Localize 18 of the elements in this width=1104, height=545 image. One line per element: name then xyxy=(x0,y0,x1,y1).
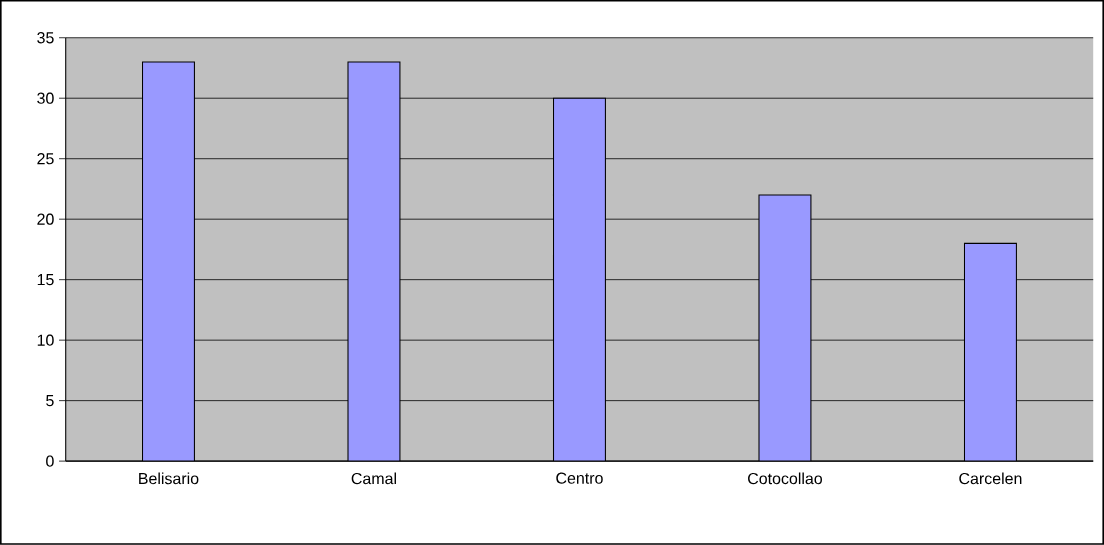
y-tick-label: 30 xyxy=(37,92,54,104)
y-tick-label: 5 xyxy=(46,395,54,407)
y-tick-label: 25 xyxy=(37,153,54,165)
bar xyxy=(141,61,195,462)
x-tick-label: Carcelen xyxy=(959,472,1022,485)
y-tick-label: 20 xyxy=(37,213,54,225)
y-tick-label: 35 xyxy=(37,32,54,44)
y-tick-label: 0 xyxy=(46,455,54,467)
x-tick-label: Cotocollao xyxy=(748,472,823,485)
bar xyxy=(758,194,812,462)
x-tick-label: Camal xyxy=(351,472,396,485)
y-tick-label: 10 xyxy=(37,334,54,346)
x-tick-label: Centro xyxy=(556,472,603,484)
bar xyxy=(963,242,1017,462)
x-tick-label: Belisario xyxy=(139,472,199,485)
y-tick-label: 15 xyxy=(37,274,54,286)
bar xyxy=(552,97,606,462)
bar xyxy=(347,61,401,462)
